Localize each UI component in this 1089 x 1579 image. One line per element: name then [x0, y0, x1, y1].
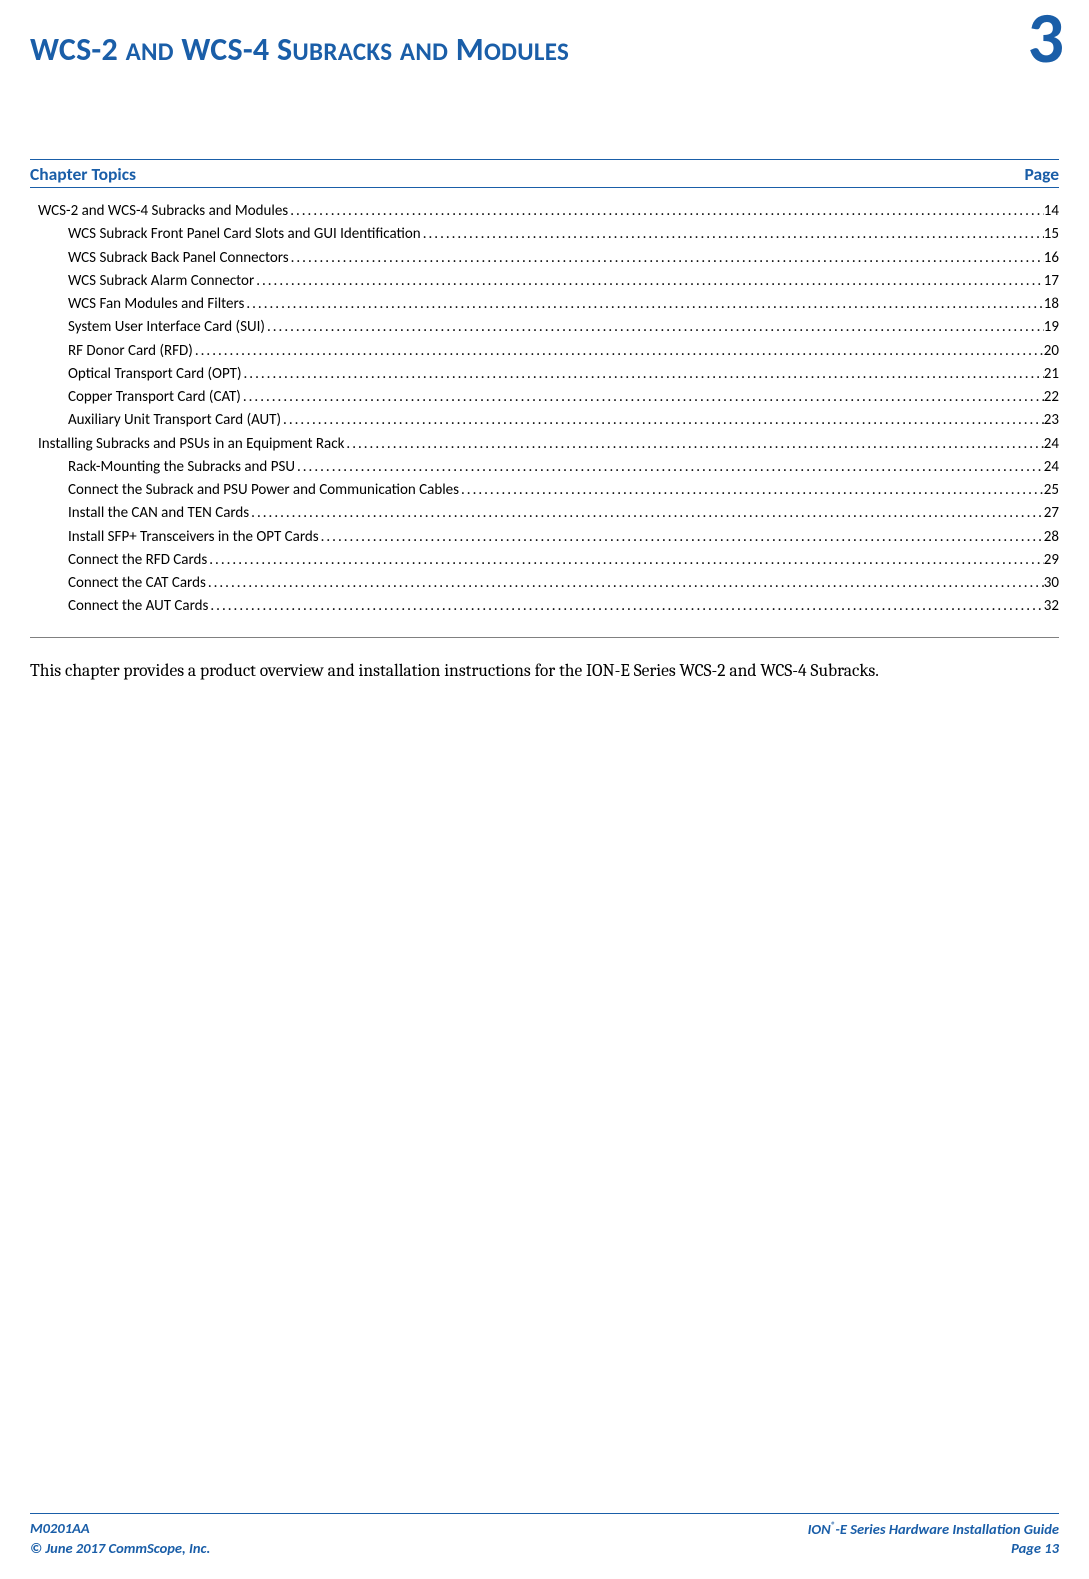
- toc-entry-page: 24: [1044, 433, 1059, 456]
- toc-leader-dots: [241, 386, 1044, 409]
- toc-entry-page: 29: [1044, 549, 1059, 572]
- toc-leader-dots: [289, 247, 1044, 270]
- toc-row[interactable]: WCS Subrack Back Panel Connectors 16: [30, 247, 1059, 270]
- toc-entry-title: Connect the CAT Cards: [68, 572, 206, 595]
- toc-entry-page: 20: [1044, 340, 1059, 363]
- footer-right: ION®-E Series Hardware Installation Guid…: [808, 1519, 1059, 1559]
- toc-row[interactable]: Optical Transport Card (OPT) 21: [30, 363, 1059, 386]
- toc-leader-dots: [295, 456, 1044, 479]
- toc-entry-page: 15: [1044, 223, 1059, 246]
- toc-entry-title: Auxiliary Unit Transport Card (AUT): [68, 409, 281, 432]
- toc-leader-dots: [421, 223, 1044, 246]
- toc-entry-page: 28: [1044, 526, 1059, 549]
- toc-row[interactable]: WCS-2 and WCS-4 Subracks and Modules 14: [30, 200, 1059, 223]
- toc-leader-dots: [319, 526, 1044, 549]
- toc-entry-page: 21: [1044, 363, 1059, 386]
- footer-page-number: Page 13: [808, 1539, 1059, 1559]
- toc-entry-title: WCS-2 and WCS-4 Subracks and Modules: [38, 200, 288, 223]
- toc-entry-page: 27: [1044, 502, 1059, 525]
- toc-leader-dots: [208, 595, 1043, 618]
- footer-guide-title: ION®-E Series Hardware Installation Guid…: [808, 1519, 1059, 1539]
- toc-entry-title: WCS Subrack Back Panel Connectors: [68, 247, 289, 270]
- toc-entry-page: 22: [1044, 386, 1059, 409]
- page-footer: M0201AA © June 2017 CommScope, Inc. ION®…: [30, 1513, 1059, 1559]
- toc-entry-page: 25: [1044, 479, 1059, 502]
- toc-leader-dots: [459, 479, 1044, 502]
- table-of-contents: WCS-2 and WCS-4 Subracks and Modules14WC…: [30, 200, 1059, 619]
- toc-leader-dots: [244, 293, 1043, 316]
- toc-entry-title: System User Interface Card (SUI): [68, 316, 265, 339]
- toc-row[interactable]: Rack-Mounting the Subracks and PSU 24: [30, 456, 1059, 479]
- toc-row[interactable]: Installing Subracks and PSUs in an Equip…: [30, 433, 1059, 456]
- toc-entry-title: Connect the RFD Cards: [68, 549, 207, 572]
- toc-entry-title: Copper Transport Card (CAT): [68, 386, 241, 409]
- footer-doc-id: M0201AA: [30, 1519, 210, 1539]
- toc-row[interactable]: Connect the RFD Cards 29: [30, 549, 1059, 572]
- toc-bottom-rule: [30, 637, 1059, 638]
- toc-entry-title: Connect the Subrack and PSU Power and Co…: [68, 479, 459, 502]
- toc-row[interactable]: WCS Fan Modules and Filters 18: [30, 293, 1059, 316]
- toc-entry-title: Optical Transport Card (OPT): [68, 363, 242, 386]
- chapter-header: WCS-2 AND WCS-4 SUBRACKS AND MODULES 3: [30, 30, 1059, 69]
- toc-entry-page: 14: [1044, 200, 1059, 223]
- toc-entry-page: 16: [1044, 247, 1059, 270]
- toc-row[interactable]: Auxiliary Unit Transport Card (AUT) 23: [30, 409, 1059, 432]
- toc-leader-dots: [207, 549, 1044, 572]
- toc-entry-title: WCS Fan Modules and Filters: [68, 293, 244, 316]
- chapter-title: WCS-2 AND WCS-4 SUBRACKS AND MODULES: [30, 30, 569, 69]
- toc-entry-title: Install SFP+ Transceivers in the OPT Car…: [68, 526, 319, 549]
- footer-copyright: © June 2017 CommScope, Inc.: [30, 1539, 210, 1559]
- toc-leader-dots: [206, 572, 1044, 595]
- footer-left: M0201AA © June 2017 CommScope, Inc.: [30, 1519, 210, 1559]
- chapter-number: 3: [1028, 10, 1065, 68]
- toc-row[interactable]: WCS Subrack Front Panel Card Slots and G…: [30, 223, 1059, 246]
- toc-leader-dots: [281, 409, 1044, 432]
- toc-leader-dots: [249, 502, 1044, 525]
- toc-leader-dots: [265, 316, 1044, 339]
- toc-row[interactable]: WCS Subrack Alarm Connector 17: [30, 270, 1059, 293]
- toc-entry-page: 18: [1044, 293, 1059, 316]
- topics-header-page-label: Page: [1024, 163, 1059, 185]
- toc-entry-title: Install the CAN and TEN Cards: [68, 502, 249, 525]
- toc-row[interactable]: System User Interface Card (SUI) 19: [30, 316, 1059, 339]
- intro-paragraph: This chapter provides a product overview…: [30, 660, 1059, 684]
- toc-row[interactable]: Install SFP+ Transceivers in the OPT Car…: [30, 526, 1059, 549]
- toc-leader-dots: [254, 270, 1044, 293]
- toc-entry-title: Connect the AUT Cards: [68, 595, 208, 618]
- toc-entry-page: 17: [1044, 270, 1059, 293]
- toc-leader-dots: [242, 363, 1044, 386]
- toc-entry-page: 24: [1044, 456, 1059, 479]
- toc-entry-page: 19: [1044, 316, 1059, 339]
- toc-entry-title: WCS Subrack Front Panel Card Slots and G…: [68, 223, 421, 246]
- toc-row[interactable]: Connect the Subrack and PSU Power and Co…: [30, 479, 1059, 502]
- toc-row[interactable]: Connect the CAT Cards 30: [30, 572, 1059, 595]
- toc-leader-dots: [193, 340, 1044, 363]
- topics-header: Chapter Topics Page: [30, 160, 1059, 188]
- topics-header-label: Chapter Topics: [30, 163, 136, 185]
- toc-entry-title: Installing Subracks and PSUs in an Equip…: [38, 433, 344, 456]
- toc-entry-title: Rack-Mounting the Subracks and PSU: [68, 456, 295, 479]
- toc-row[interactable]: Copper Transport Card (CAT) 22: [30, 386, 1059, 409]
- toc-leader-dots: [344, 433, 1043, 456]
- toc-entry-page: 30: [1044, 572, 1059, 595]
- toc-entry-page: 23: [1044, 409, 1059, 432]
- toc-row[interactable]: Install the CAN and TEN Cards 27: [30, 502, 1059, 525]
- toc-row[interactable]: RF Donor Card (RFD) 20: [30, 340, 1059, 363]
- toc-row[interactable]: Connect the AUT Cards 32: [30, 595, 1059, 618]
- toc-leader-dots: [288, 200, 1044, 223]
- toc-entry-title: WCS Subrack Alarm Connector: [68, 270, 254, 293]
- toc-entry-title: RF Donor Card (RFD): [68, 340, 193, 363]
- toc-entry-page: 32: [1044, 595, 1059, 618]
